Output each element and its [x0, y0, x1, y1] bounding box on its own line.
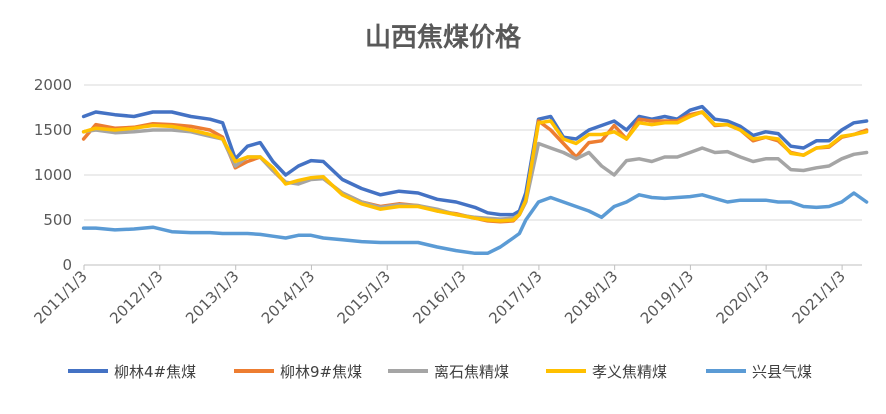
x-tick-label: 2017/1/3	[485, 267, 545, 327]
series-line-5	[81, 191, 869, 256]
x-tick-label: 2011/1/3	[30, 267, 90, 327]
x-tick-label: 2015/1/3	[334, 267, 394, 327]
series-line-2	[81, 110, 869, 224]
legend-label: 柳林4#焦煤	[114, 363, 196, 381]
y-tick-label: 0	[62, 256, 72, 274]
y-tick-label: 1000	[34, 166, 72, 184]
series-line-4	[81, 110, 869, 223]
gridlines	[84, 84, 862, 221]
y-tick-label: 2000	[34, 76, 72, 94]
series-group	[81, 104, 869, 256]
legend-label: 孝义焦精煤	[592, 363, 667, 381]
x-tick-label: 2012/1/3	[106, 267, 166, 327]
x-axis: 2011/1/3 2012/1/3 2013/1/3 2014/1/3 2015/1/3…	[30, 264, 862, 327]
y-tick-label: 1500	[34, 121, 72, 139]
legend-label: 离石焦精煤	[434, 363, 509, 381]
y-tick-label: 500	[43, 211, 72, 229]
legend-label: 柳林9#焦煤	[280, 363, 362, 381]
legend: 柳林4#焦煤 柳林9#焦煤 离石焦精煤 孝义焦精煤 兴县气煤	[68, 363, 812, 381]
x-tick-label: 2020/1/3	[713, 267, 773, 327]
y-axis: 0 500 1000 1500 2000	[34, 76, 72, 274]
x-tick-label: 2021/1/3	[789, 267, 849, 327]
x-tick-label: 2014/1/3	[258, 267, 318, 327]
legend-label: 兴县气煤	[752, 363, 812, 381]
x-tick-label: 2016/1/3	[409, 267, 469, 327]
x-tick-label: 2019/1/3	[637, 267, 697, 327]
x-tick-label: 2013/1/3	[182, 267, 242, 327]
chart-title: 山西焦煤价格	[365, 22, 522, 53]
x-tick-label: 2018/1/3	[561, 267, 621, 327]
